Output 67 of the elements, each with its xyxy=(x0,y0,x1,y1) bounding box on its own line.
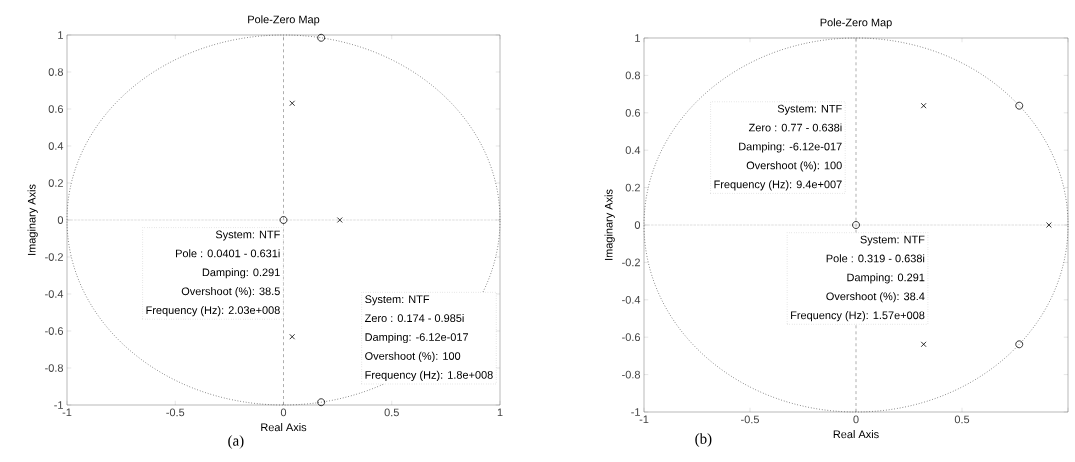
text: (b) xyxy=(695,433,712,447)
y-tick-label: 0.6 xyxy=(625,108,640,117)
point xyxy=(920,102,927,109)
point xyxy=(289,100,296,107)
annotation: System: NTF xyxy=(215,230,280,241)
annotation: System: NTF xyxy=(777,104,842,115)
y-tick-label: -0.8 xyxy=(45,364,63,372)
annotation: Damping: -6.12e-017 xyxy=(739,142,842,153)
y-tick-label: -0.6 xyxy=(45,327,63,335)
y-axis-title: Imaginary Axis xyxy=(27,184,38,255)
annotation: Frequency (Hz): 1.57e+008 xyxy=(791,311,925,322)
annotation: Frequency (Hz): 9.4e+007 xyxy=(714,180,842,191)
point xyxy=(279,216,288,224)
y-tick-label: -1 xyxy=(54,401,63,409)
annotation: System: NTF xyxy=(860,235,925,246)
chart-title: Pole-Zero Map xyxy=(820,18,892,29)
annotation: System: NTF xyxy=(365,295,430,306)
y-axis-title: Imaginary Axis xyxy=(604,189,615,260)
point xyxy=(1015,340,1024,349)
annotation: Damping: -6.12e-017 xyxy=(365,332,469,344)
annotation: Damping: 0.291 xyxy=(202,268,280,279)
y-tick-label: -0.4 xyxy=(622,295,641,304)
point xyxy=(920,341,927,348)
x-axis-title: Real Axis xyxy=(261,423,307,432)
x-axis-title: Real Axis xyxy=(833,430,879,439)
x-tick-label: 0 xyxy=(853,415,859,424)
x-tick-label: 0.5 xyxy=(954,415,970,424)
chart-title: Pole-Zero Map xyxy=(248,15,320,26)
y-tick-label: 0.2 xyxy=(48,179,63,187)
annotation: Pole : 0.319 - 0.638i xyxy=(826,254,925,263)
point xyxy=(1015,101,1024,110)
y-tick-label: 0 xyxy=(57,216,64,224)
y-tick-label: 1 xyxy=(58,31,63,39)
x-tick-label: 0.5 xyxy=(384,408,399,417)
annotation: Overshoot (%): 38.4 xyxy=(826,292,925,303)
annotation: Pole : 0.0401 - 0.631i xyxy=(176,249,280,258)
annotation: Frequency (Hz): 2.03e+008 xyxy=(146,306,280,317)
x-tick-label: 1 xyxy=(497,408,503,417)
y-tick-label: -0.2 xyxy=(622,258,640,267)
x-tick-label: 0 xyxy=(280,408,287,417)
x-tick-label: -0.5 xyxy=(166,408,185,417)
y-tick-label: 0.4 xyxy=(625,146,641,155)
annotation: Zero : 0.174 - 0.985i xyxy=(364,313,464,323)
point xyxy=(317,33,326,42)
annotation: Overshoot (%): 100 xyxy=(746,161,842,172)
y-tick-label: 0.6 xyxy=(48,105,63,113)
point xyxy=(852,221,860,229)
point xyxy=(289,333,296,340)
y-tick-label: 0.8 xyxy=(48,68,63,76)
x-tick-label: -0.5 xyxy=(741,415,759,424)
y-tick-label: -0.4 xyxy=(45,290,64,298)
y-tick-label: 0.8 xyxy=(625,71,640,80)
annotation: Overshoot (%): 38.5 xyxy=(181,287,280,298)
y-tick-label: -0.6 xyxy=(622,333,640,342)
y-tick-label: 0.4 xyxy=(48,142,64,150)
y-tick-label: 0.2 xyxy=(625,183,640,192)
text: (a) xyxy=(228,435,244,449)
point xyxy=(336,217,343,223)
annotation: Overshoot (%): 100 xyxy=(365,351,461,363)
y-tick-label: 0 xyxy=(634,221,641,229)
annotation: Damping: 0.291 xyxy=(847,273,925,284)
y-tick-label: -0.2 xyxy=(45,253,63,261)
annotation: Frequency (Hz): 1.8e+008 xyxy=(365,370,493,381)
y-tick-label: -0.8 xyxy=(622,370,640,379)
point xyxy=(317,398,326,407)
y-tick-label: 1 xyxy=(635,34,640,42)
annotation: Zero : 0.77 - 0.638i xyxy=(748,123,842,132)
